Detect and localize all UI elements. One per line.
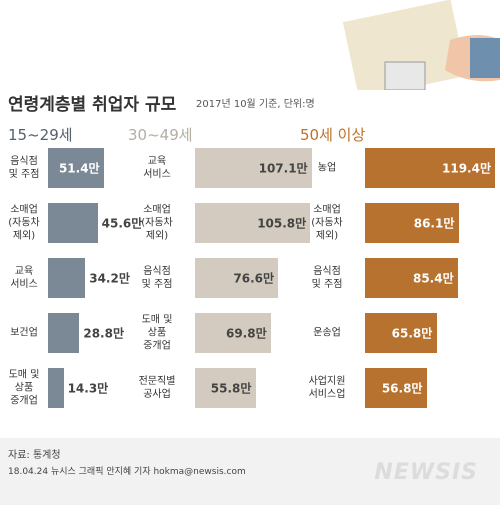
value-label: 76.6만: [233, 271, 275, 286]
bar: [365, 368, 427, 408]
category-label: 보건업: [10, 327, 38, 339]
category-label: 농업: [317, 162, 337, 174]
title: 연령계층별 취업자 규모: [8, 95, 177, 115]
value-label: 86.1만: [413, 216, 455, 231]
category-label: 교육 서비스: [10, 266, 38, 290]
logo: NEWSIS: [374, 460, 478, 485]
value-label: 14.3만: [67, 381, 109, 396]
category-label: 도매 및 상품 중개업: [141, 314, 173, 352]
category-label: 소매업 (자동차 제외): [311, 204, 343, 242]
group-title: 15~29세: [8, 126, 73, 144]
bar: [365, 148, 495, 188]
value-label: 69.8만: [225, 326, 267, 341]
category-label: 운송업: [313, 327, 341, 339]
group-title: 50세 이상: [300, 126, 366, 144]
bar: [48, 258, 86, 298]
header-illustration: [342, 0, 500, 90]
bar: [48, 313, 80, 353]
value-label: 34.2만: [89, 271, 130, 286]
paper: [342, 0, 467, 90]
subtitle: 2017년 10월 기준, 단위:명: [196, 99, 315, 110]
value-label: 65.8만: [391, 326, 433, 341]
bar: [195, 203, 311, 243]
bar: [48, 203, 98, 243]
category-label: 전문직별 공사업: [138, 376, 176, 400]
bar: [365, 313, 437, 353]
credit: 18.04.24 뉴시스 그래픽 안지혜 기자 hokma@newsis.com: [8, 467, 246, 477]
bar: [48, 148, 104, 188]
category-label: 음식점 및 주점: [311, 266, 343, 290]
value-label: 55.8만: [210, 381, 252, 396]
group-title: 30~49세: [128, 126, 193, 144]
value-label: 107.1만: [258, 161, 308, 176]
category-label: 음식점 및 주점: [141, 266, 173, 290]
category-label: 소매업 (자동차 제외): [141, 204, 173, 242]
category-label: 도매 및 상품 중개업: [8, 369, 40, 407]
category-label: 사업지원 서비스업: [308, 376, 346, 400]
sleeve: [470, 38, 500, 78]
bar: [195, 148, 312, 188]
value-label: 56.8만: [381, 381, 423, 396]
value-label: 105.8만: [257, 216, 307, 231]
bar: [365, 203, 459, 243]
bar: [195, 313, 271, 353]
bar: [195, 258, 279, 298]
category-label: 소매업 (자동차 제외): [8, 204, 40, 242]
value-label: 85.4만: [412, 271, 454, 286]
value-label: 45.6만: [101, 216, 143, 231]
value-label: 28.8만: [83, 326, 124, 341]
bar: [48, 368, 64, 408]
bar: [195, 368, 256, 408]
calculator: [384, 61, 426, 90]
category-label: 음식점 및 주점: [8, 156, 40, 180]
category-label: 교육 서비스: [143, 156, 171, 180]
source: 자료: 통계청: [8, 450, 61, 461]
value-label: 119.4만: [442, 161, 491, 176]
value-label: 51.4만: [58, 161, 100, 176]
footer: [0, 438, 500, 505]
bar: [365, 258, 458, 298]
